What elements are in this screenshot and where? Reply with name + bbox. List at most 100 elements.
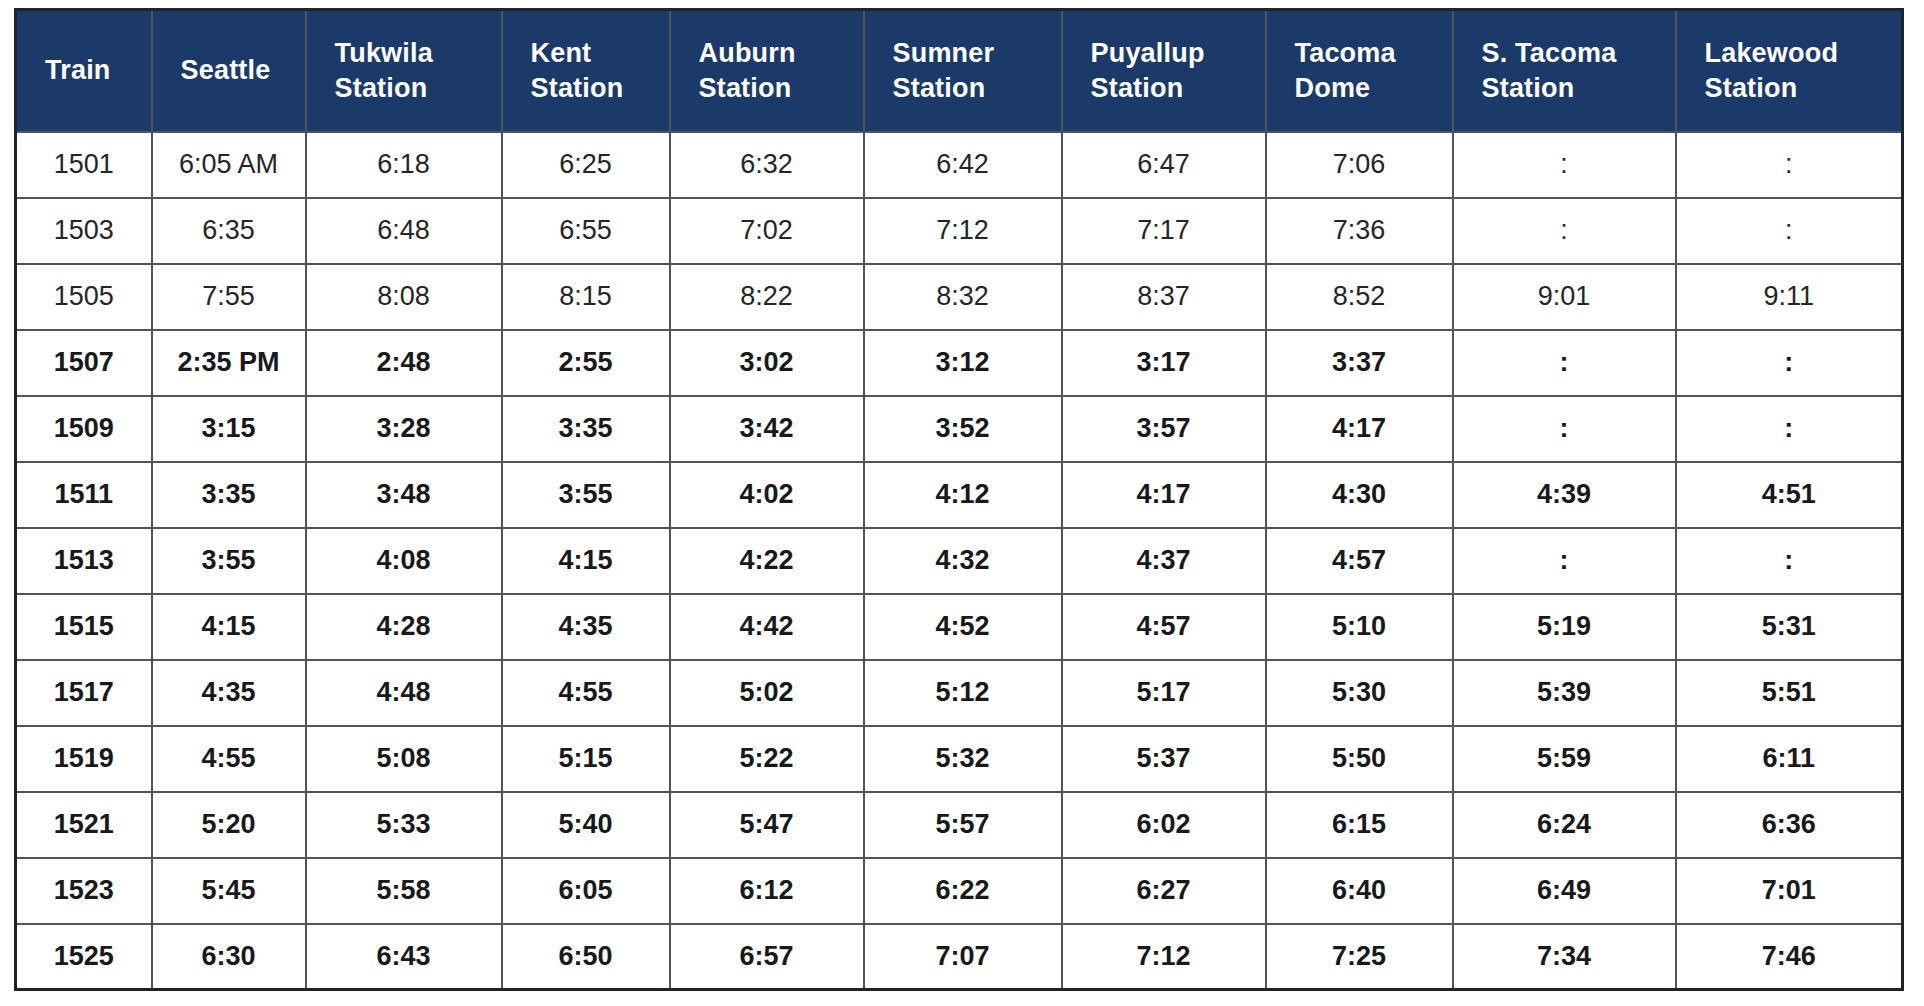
header-cell-tukwila-station: TukwilaStation — [306, 10, 502, 132]
table-row-1517: 15174:354:484:555:025:125:175:305:395:51 — [16, 660, 1903, 726]
time-cell: 6:50 — [502, 924, 670, 990]
train-number-cell: 1507 — [16, 330, 152, 396]
time-cell: 3:55 — [502, 462, 670, 528]
time-cell: 4:28 — [306, 594, 502, 660]
header-label-line: Station — [1705, 71, 1892, 106]
time-cell: 3:52 — [864, 396, 1062, 462]
header-row: TrainSeattleTukwilaStationKentStationAub… — [16, 10, 1903, 132]
time-cell: 6:05 — [502, 858, 670, 924]
time-cell: 5:33 — [306, 792, 502, 858]
time-cell: 4:42 — [670, 594, 864, 660]
header-label-line: Station — [893, 71, 1051, 106]
time-cell: 5:59 — [1453, 726, 1676, 792]
time-cell: 3:35 — [502, 396, 670, 462]
time-cell: 9:11 — [1676, 264, 1903, 330]
time-cell: 7:12 — [864, 198, 1062, 264]
time-cell: 5:51 — [1676, 660, 1903, 726]
train-number-cell: 1505 — [16, 264, 152, 330]
time-cell: 5:47 — [670, 792, 864, 858]
time-cell: : — [1676, 396, 1903, 462]
header-label-line: Station — [699, 71, 853, 106]
time-cell: 6:48 — [306, 198, 502, 264]
time-cell: 2:35 PM — [152, 330, 306, 396]
time-cell: : — [1453, 198, 1676, 264]
time-cell: 5:45 — [152, 858, 306, 924]
header-label-line: Sumner — [893, 36, 1051, 71]
time-cell: 6:42 — [864, 132, 1062, 198]
header-label-line: Station — [1482, 71, 1665, 106]
time-cell: 7:01 — [1676, 858, 1903, 924]
train-number-cell: 1509 — [16, 396, 152, 462]
time-cell: 3:57 — [1062, 396, 1266, 462]
time-cell: 4:52 — [864, 594, 1062, 660]
time-cell: 4:55 — [502, 660, 670, 726]
header-label-line: Tukwila — [335, 36, 491, 71]
train-number-cell: 1521 — [16, 792, 152, 858]
table-row-1507: 15072:35 PM2:482:553:023:123:173:37:: — [16, 330, 1903, 396]
header-label-line: Puyallup — [1091, 36, 1255, 71]
train-number-cell: 1517 — [16, 660, 152, 726]
time-cell: 4:02 — [670, 462, 864, 528]
time-cell: 3:55 — [152, 528, 306, 594]
time-cell: 6:47 — [1062, 132, 1266, 198]
time-cell: 4:35 — [502, 594, 670, 660]
time-cell: 4:17 — [1062, 462, 1266, 528]
header-cell-lakewood-station: LakewoodStation — [1676, 10, 1903, 132]
time-cell: 4:08 — [306, 528, 502, 594]
time-cell: 7:06 — [1266, 132, 1453, 198]
time-cell: 6:55 — [502, 198, 670, 264]
time-cell: 6:27 — [1062, 858, 1266, 924]
time-cell: 5:17 — [1062, 660, 1266, 726]
table-row-1509: 15093:153:283:353:423:523:574:17:: — [16, 396, 1903, 462]
train-number-cell: 1519 — [16, 726, 152, 792]
train-schedule-table: TrainSeattleTukwilaStationKentStationAub… — [14, 8, 1904, 991]
time-cell: : — [1676, 528, 1903, 594]
time-cell: 5:40 — [502, 792, 670, 858]
time-cell: 5:39 — [1453, 660, 1676, 726]
time-cell: 5:19 — [1453, 594, 1676, 660]
table-row-1521: 15215:205:335:405:475:576:026:156:246:36 — [16, 792, 1903, 858]
time-cell: 4:17 — [1266, 396, 1453, 462]
time-cell: 4:37 — [1062, 528, 1266, 594]
table-row-1501: 15016:05 AM6:186:256:326:426:477:06:: — [16, 132, 1903, 198]
time-cell: 3:15 — [152, 396, 306, 462]
time-cell: : — [1453, 396, 1676, 462]
table-row-1513: 15133:554:084:154:224:324:374:57:: — [16, 528, 1903, 594]
time-cell: 5:10 — [1266, 594, 1453, 660]
time-cell: 6:49 — [1453, 858, 1676, 924]
time-cell: 3:17 — [1062, 330, 1266, 396]
time-cell: 7:46 — [1676, 924, 1903, 990]
header-label-line: S. Tacoma — [1482, 36, 1665, 71]
table-row-1519: 15194:555:085:155:225:325:375:505:596:11 — [16, 726, 1903, 792]
time-cell: 6:57 — [670, 924, 864, 990]
time-cell: 6:36 — [1676, 792, 1903, 858]
time-cell: 6:18 — [306, 132, 502, 198]
time-cell: 3:28 — [306, 396, 502, 462]
time-cell: 3:48 — [306, 462, 502, 528]
time-cell: : — [1676, 132, 1903, 198]
time-cell: 4:15 — [502, 528, 670, 594]
time-cell: 6:24 — [1453, 792, 1676, 858]
header-label-line: Station — [531, 71, 659, 106]
time-cell: 7:25 — [1266, 924, 1453, 990]
time-cell: 7:02 — [670, 198, 864, 264]
header-label-line: Seattle — [181, 53, 295, 88]
header-label-line: Tacoma — [1295, 36, 1442, 71]
train-number-cell: 1515 — [16, 594, 152, 660]
time-cell: 3:35 — [152, 462, 306, 528]
time-cell: : — [1676, 198, 1903, 264]
table-row-1511: 15113:353:483:554:024:124:174:304:394:51 — [16, 462, 1903, 528]
header-label-line: Station — [335, 71, 491, 106]
time-cell: 8:32 — [864, 264, 1062, 330]
train-number-cell: 1501 — [16, 132, 152, 198]
time-cell: 4:51 — [1676, 462, 1903, 528]
table-row-1525: 15256:306:436:506:577:077:127:257:347:46 — [16, 924, 1903, 990]
time-cell: 6:11 — [1676, 726, 1903, 792]
header-label-line: Station — [1091, 71, 1255, 106]
table-header: TrainSeattleTukwilaStationKentStationAub… — [16, 10, 1903, 132]
time-cell: 6:32 — [670, 132, 864, 198]
time-cell: 7:36 — [1266, 198, 1453, 264]
time-cell: 7:17 — [1062, 198, 1266, 264]
header-label-line: Kent — [531, 36, 659, 71]
time-cell: 4:12 — [864, 462, 1062, 528]
